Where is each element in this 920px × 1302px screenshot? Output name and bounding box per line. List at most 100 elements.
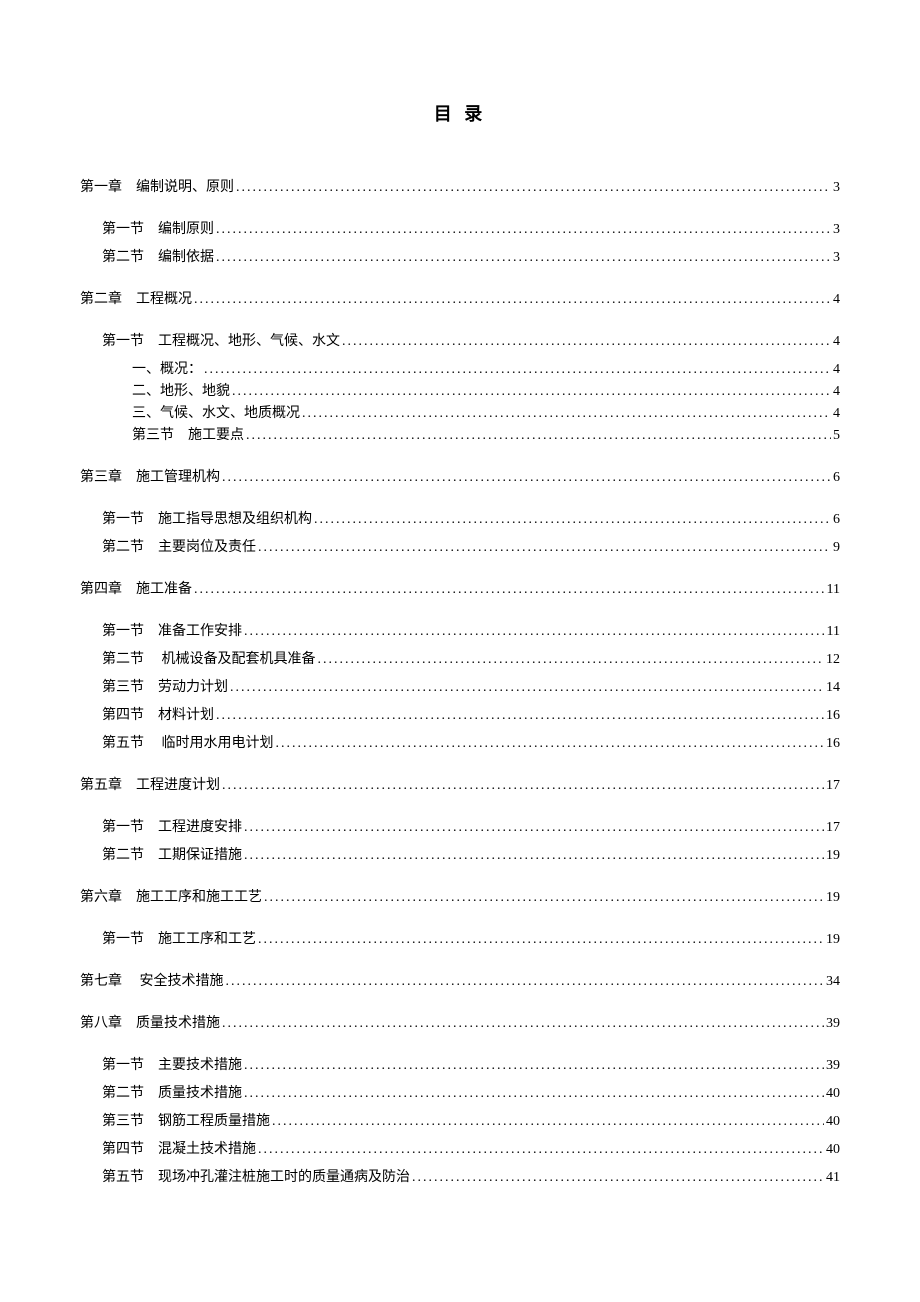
toc-dotted-leader: [244, 1058, 824, 1074]
toc-entry-page: 19: [826, 932, 840, 948]
toc-entry: 第五节 临时用水用电计划16: [102, 732, 840, 752]
toc-dotted-leader: [194, 582, 825, 598]
toc-entry: 第七章 安全技术措施34: [80, 970, 840, 990]
toc-entry: 第一节 编制原则3: [102, 218, 840, 238]
toc-entry-label: 第五章 工程进度计划: [80, 774, 220, 794]
toc-entry-page: 40: [826, 1086, 840, 1102]
toc-dotted-leader: [302, 406, 831, 422]
toc-dotted-leader: [314, 512, 831, 528]
toc-entry: 第一节 施工指导思想及组织机构6: [102, 508, 840, 528]
toc-entry-page: 16: [826, 708, 840, 724]
toc-dotted-leader: [194, 292, 831, 308]
toc-dotted-leader: [216, 250, 831, 266]
toc-dotted-leader: [216, 708, 824, 724]
toc-entry-page: 39: [826, 1016, 840, 1032]
toc-dotted-leader: [272, 1114, 824, 1130]
toc-dotted-leader: [230, 680, 824, 696]
toc-entry-label: 第二节 主要岗位及责任: [102, 536, 256, 556]
toc-entry-label: 第一章 编制说明、原则: [80, 176, 234, 196]
toc-entry-label: 二、地形、地貌: [132, 380, 230, 400]
toc-entry: 第六章 施工工序和施工工艺 19: [80, 886, 840, 906]
toc-entry-label: 第六章 施工工序和施工工艺: [80, 886, 262, 906]
toc-dotted-leader: [222, 470, 831, 486]
toc-entry-label: 一、概况：: [132, 358, 202, 378]
toc-dotted-leader: [236, 180, 831, 196]
toc-entry-label: 第三节 施工要点: [132, 424, 244, 444]
toc-entry: 第二节 主要岗位及责任 9: [102, 536, 840, 556]
toc-entry: 第一节 工程概况、地形、气候、水文 4: [102, 330, 840, 350]
toc-entry-page: 12: [826, 652, 840, 668]
toc-entry-label: 第二节 编制依据: [102, 246, 214, 266]
toc-entry-page: 19: [826, 848, 840, 864]
toc-entry: 第五章 工程进度计划 17: [80, 774, 840, 794]
toc-entry-page: 4: [833, 406, 840, 422]
toc-dotted-leader: [232, 384, 831, 400]
toc-entry-page: 40: [826, 1114, 840, 1130]
toc-entry-page: 3: [833, 222, 840, 238]
toc-entry-page: 9: [833, 540, 840, 556]
toc-entry: 第八章 质量技术措施 39: [80, 1012, 840, 1032]
toc-entry-page: 34: [826, 974, 840, 990]
toc-entry: 第三节 钢筋工程质量措施40: [102, 1110, 840, 1130]
toc-entry: 一、概况： 4: [132, 358, 840, 378]
toc-dotted-leader: [222, 778, 824, 794]
toc-entry-page: 3: [833, 250, 840, 266]
toc-entry-page: 6: [833, 512, 840, 528]
toc-entry-page: 11: [827, 582, 840, 598]
toc-entry: 第二节 机械设备及配套机具准备 12: [102, 648, 840, 668]
toc-dotted-leader: [276, 736, 825, 752]
toc-entry: 第一节 主要技术措施39: [102, 1054, 840, 1074]
toc-entry: 第四节 材料计划16: [102, 704, 840, 724]
toc-entry-label: 第四章 施工准备: [80, 578, 192, 598]
toc-entry-label: 第四节 混凝土技术措施: [102, 1138, 256, 1158]
toc-dotted-leader: [244, 1086, 824, 1102]
toc-entry: 第一节 准备工作安排11: [102, 620, 840, 640]
toc-title: 目 录: [80, 100, 840, 126]
toc-dotted-leader: [258, 540, 831, 556]
toc-entry-label: 第一节 施工工序和工艺: [102, 928, 256, 948]
toc-entry: 第四章 施工准备 11: [80, 578, 840, 598]
toc-entry-page: 17: [826, 778, 840, 794]
toc-entry-page: 14: [826, 680, 840, 696]
toc-entry-label: 第二节 机械设备及配套机具准备: [102, 648, 316, 668]
toc-entry-page: 19: [826, 890, 840, 906]
toc-dotted-leader: [244, 820, 824, 836]
toc-entry-page: 17: [826, 820, 840, 836]
toc-entry: 第三节 施工要点 5: [132, 424, 840, 444]
toc-dotted-leader: [204, 362, 831, 378]
toc-entry-label: 第二章 工程概况: [80, 288, 192, 308]
toc-entry: 第一章 编制说明、原则 3: [80, 176, 840, 196]
toc-entry: 第二节 工期保证措施19: [102, 844, 840, 864]
toc-container: 第一章 编制说明、原则3第一节 编制原则3第二节 编制依据3第二章 工程概况4第…: [80, 176, 840, 1186]
toc-entry-page: 4: [833, 334, 840, 350]
toc-dotted-leader: [222, 1016, 824, 1032]
toc-entry-page: 41: [826, 1170, 840, 1186]
toc-entry-label: 第三节 劳动力计划: [102, 676, 228, 696]
toc-entry-label: 第一节 工程概况、地形、气候、水文: [102, 330, 340, 350]
toc-entry-label: 三、气候、水文、地质概况: [132, 402, 300, 422]
toc-entry: 第四节 混凝土技术措施40: [102, 1138, 840, 1158]
toc-entry-label: 第一节 准备工作安排: [102, 620, 242, 640]
toc-entry-page: 6: [833, 470, 840, 486]
toc-entry-page: 5: [833, 428, 840, 444]
toc-entry: 第二节 质量技术措施40: [102, 1082, 840, 1102]
toc-entry-label: 第一节 工程进度安排: [102, 816, 242, 836]
toc-dotted-leader: [244, 848, 824, 864]
toc-entry: 第三节 劳动力计划 14: [102, 676, 840, 696]
toc-entry: 第二章 工程概况4: [80, 288, 840, 308]
toc-entry-page: 39: [826, 1058, 840, 1074]
toc-entry-label: 第八章 质量技术措施: [80, 1012, 220, 1032]
toc-entry-page: 4: [833, 362, 840, 378]
toc-dotted-leader: [226, 974, 825, 990]
toc-dotted-leader: [244, 624, 825, 640]
toc-entry: 二、地形、地貌 4: [132, 380, 840, 400]
toc-entry-page: 3: [833, 180, 840, 196]
toc-entry-label: 第三章 施工管理机构: [80, 466, 220, 486]
toc-dotted-leader: [258, 1142, 824, 1158]
toc-entry: 三、气候、水文、地质概况 4: [132, 402, 840, 422]
toc-dotted-leader: [342, 334, 831, 350]
toc-entry: 第五节 现场冲孔灌注桩施工时的质量通病及防治41: [102, 1166, 840, 1186]
toc-entry-page: 4: [833, 384, 840, 400]
toc-dotted-leader: [318, 652, 825, 668]
toc-dotted-leader: [258, 932, 824, 948]
